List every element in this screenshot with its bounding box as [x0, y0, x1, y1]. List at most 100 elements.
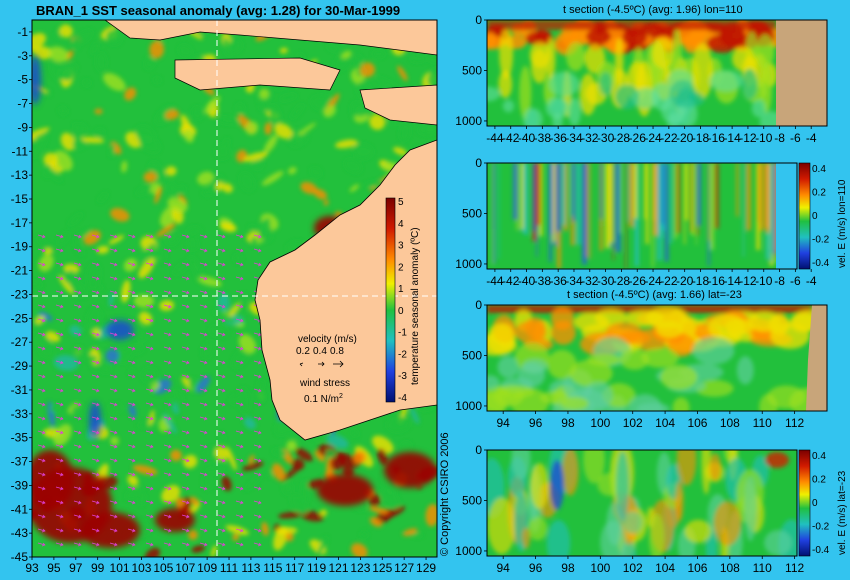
map-y-tick-label: -37: [11, 455, 29, 469]
section4-frame: [486, 449, 798, 557]
section-colorbar-tick: -0.4: [812, 258, 830, 269]
map-x-tick-label: 129: [416, 561, 436, 575]
section-x-tick-label: -6: [790, 274, 801, 288]
section-y-tick-label: 1000: [455, 544, 482, 558]
section-x-tick-label: 108: [720, 561, 740, 575]
section-x-tick-label: -28: [613, 131, 631, 145]
map-frame: [31, 19, 438, 558]
section-y-tick-label: 1000: [455, 257, 482, 271]
map-y-tick-label: -27: [11, 335, 29, 349]
section1-title: t section (-4.5ºC) (avg: 1.96) lon=110: [563, 4, 743, 16]
section4-colorbar-label: vel. E (m/s) lat=-23: [837, 470, 848, 555]
section-x-tick-label: 94: [497, 416, 511, 430]
section-x-tick-label: -38: [534, 131, 552, 145]
map-x-tick-label: 123: [350, 561, 370, 575]
section-x-tick-label: -16: [708, 274, 726, 288]
section-x-tick-label: -18: [692, 131, 710, 145]
section-x-tick-label: -8: [774, 131, 785, 145]
map-colorbar-tick: 5: [398, 197, 404, 208]
section-x-tick-label: -12: [739, 274, 757, 288]
map-colorbar-tick: -3: [398, 371, 407, 382]
map-x-axis: 93 95 97 99 101 103 105 107 109 111 113 115 117 119 12…: [25, 557, 436, 575]
section-x-tick-label: -12: [739, 131, 757, 145]
section-x-tick-label: -26: [629, 131, 647, 145]
section4-panel: 94 96 98 100 102 104 106 108 110 112 0 500 1000 0.4 0.…: [455, 443, 829, 575]
velocity-arrows: [299, 360, 344, 368]
section-x-tick-label: -6: [790, 131, 801, 145]
section-x-tick-label: 106: [687, 561, 707, 575]
map-colorbar-label: temperature seasonal anomaly (ºC): [410, 227, 421, 385]
map-x-tick-label: 99: [91, 561, 105, 575]
map-x-tick-label: 125: [372, 561, 392, 575]
map-y-tick-label: -21: [11, 264, 29, 278]
section-x-tick-label: -10: [755, 131, 773, 145]
section-x-tick-label: -36: [549, 274, 567, 288]
map-x-tick-label: 115: [263, 561, 282, 575]
section-x-tick-label: 100: [590, 416, 610, 430]
section3-panel: 94 96 98 100 102 104 106 108 110 112 0 500 1000: [455, 298, 828, 430]
map-colorbar: [385, 197, 396, 403]
main-title: BRAN_1 SST seasonal anomaly (avg: 1.28) …: [36, 3, 401, 18]
map-colorbar-tick: -2: [398, 349, 407, 360]
section1-field: [487, 20, 792, 126]
section2-frame: [486, 162, 798, 270]
section-x-tick-label: -44: [486, 131, 504, 145]
map-colorbar-tick: 0: [398, 306, 404, 317]
section2-panel: -44-42-40-38-36-34-32-30-28-26-24-22-20-…: [455, 156, 829, 288]
map-y-tick-label: -45: [11, 550, 29, 564]
section-y-tick-label: 500: [462, 206, 482, 220]
map-colorbar-tick: 2: [398, 262, 404, 273]
section-x-tick-label: 108: [720, 416, 740, 430]
section-x-tick-label: -30: [597, 131, 615, 145]
map-x-tick-label: 113: [241, 561, 260, 575]
section-x-tick-label: -24: [644, 131, 662, 145]
section-x-tick-label: -22: [660, 274, 678, 288]
section-x-tick-label: -28: [613, 274, 631, 288]
copyright-text: © Copyright CSIRO 2006: [439, 432, 451, 556]
section-x-tick-label: -38: [534, 274, 552, 288]
map-y-tick-label: -7: [17, 97, 28, 111]
section-x-tick-label: -42: [502, 274, 520, 288]
section-x-tick-label: -18: [692, 274, 710, 288]
section-x-tick-label: -14: [723, 274, 741, 288]
section-x-tick-label: 104: [655, 561, 675, 575]
section-y-tick-label: 500: [462, 493, 482, 507]
section-x-tick-label: 96: [529, 416, 543, 430]
section-y-tick-label: 500: [462, 348, 482, 362]
map-x-tick-label: 109: [197, 561, 217, 575]
map-x-tick-label: 107: [175, 561, 195, 575]
section-x-tick-label: 98: [561, 561, 575, 575]
section-x-tick-label: -20: [676, 131, 694, 145]
section-x-tick-label: 98: [561, 416, 575, 430]
section2-axes: -44-42-40-38-36-34-32-30-28-26-24-22-20-…: [455, 156, 829, 288]
map-y-tick-label: -25: [11, 311, 29, 325]
section1-axes: -44-42-40-38-36-34-32-30-28-26-24-22-20-…: [455, 13, 817, 145]
map-y-tick-label: -13: [11, 168, 29, 182]
section-x-tick-label: -14: [723, 131, 741, 145]
map-y-tick-label: -9: [17, 120, 28, 134]
section1-frame: [486, 19, 828, 127]
map-y-tick-label: -35: [11, 431, 29, 445]
section-colorbar-tick: 0: [812, 211, 818, 222]
section-x-tick-label: 112: [785, 561, 804, 575]
map-y-tick-label: -43: [11, 526, 29, 540]
map-x-tick-label: 95: [47, 561, 61, 575]
map-y-tick-label: -19: [11, 240, 29, 254]
map-y-axis: -1 -3 -5 -7 -9 -11 -13 -15 -17 -19 -21 -23 -25 -27 -29…: [11, 25, 32, 564]
section2-blank: [776, 163, 797, 269]
section-x-tick-label: -32: [581, 274, 599, 288]
section-colorbar-tick: 0.2: [812, 188, 826, 199]
section-y-tick-label: 0: [475, 443, 482, 457]
map-colorbar-ticks: 5 4 3 2 1 0 -1 -2 -3 -4: [398, 197, 407, 404]
section-y-tick-label: 1000: [455, 114, 482, 128]
map-x-tick-label: 97: [69, 561, 83, 575]
section1-panel: -44-42-40-38-36-34-32-30-28-26-24-22-20-…: [455, 13, 828, 145]
section3-title: t section (-4.5ºC) (avg: 1.66) lat=-23: [567, 289, 742, 301]
section-y-tick-label: 0: [475, 13, 482, 27]
section-x-tick-label: -20: [676, 274, 694, 288]
map-x-tick-label: 127: [394, 561, 414, 575]
section3-land: [806, 305, 827, 411]
map-x-tick-label: 111: [220, 561, 239, 575]
map-x-tick-label: 103: [131, 561, 151, 575]
section-y-tick-label: 500: [462, 63, 482, 77]
